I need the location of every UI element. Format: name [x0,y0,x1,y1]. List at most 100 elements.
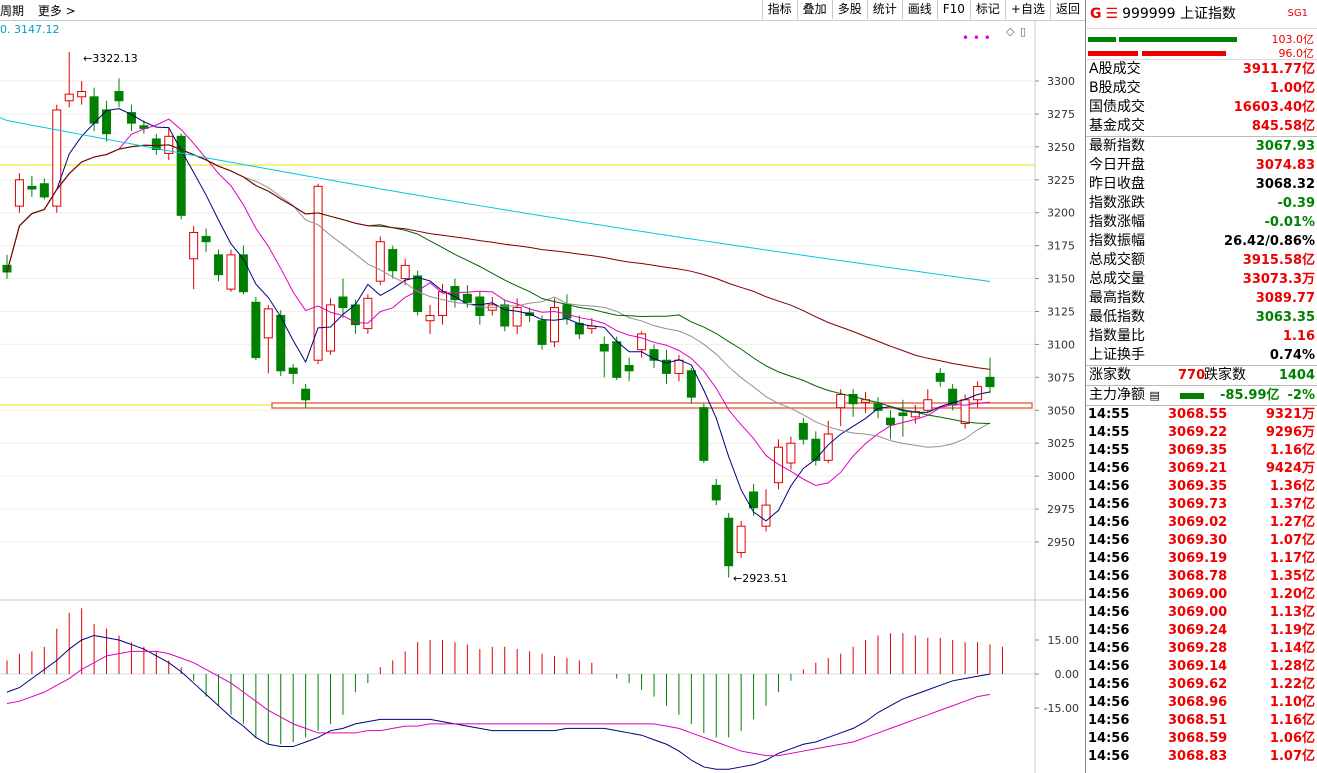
menu-icon[interactable]: ☰ [1105,6,1119,22]
macd-tick-label: 0.00 [1055,668,1080,681]
quote-panel: G ☰ 999999 上证指数 SG1 103.0亿 96.0亿 A股成交 3911.… [1085,0,1317,773]
tick-row: 14:56 3069.62 1.22亿 [1086,676,1317,694]
tick-price: 3069.22 [1168,425,1228,440]
stat-value: 33073.3万 [1242,272,1315,287]
candle-body [500,304,510,327]
tick-time: 14:56 [1088,749,1130,764]
toolbar-button-4[interactable]: 画线 [901,0,937,19]
candle-body [400,264,410,280]
stat-row: 指数振幅 26.42/0.86% [1086,232,1317,251]
candle-body [288,367,298,374]
kline-chart[interactable]: 3300 3275 3250 3225 3200 3175 3150 3125 3100 3075… [0,20,1085,773]
tick-price: 3068.55 [1168,407,1228,422]
tick-price: 3068.78 [1168,569,1228,584]
stat-value: 3067.93 [1255,139,1315,154]
macd-dea-line [6,650,991,757]
tick-price: 3069.62 [1168,677,1228,692]
period-button[interactable]: 周期 [0,4,25,18]
tick-price: 3069.30 [1168,533,1228,548]
toolbar-button-3[interactable]: 统计 [866,0,902,19]
tick-price: 3069.00 [1168,587,1228,602]
stat-row: 最新指数 3067.93 [1086,136,1317,156]
tick-list[interactable]: 14:55 3068.55 9321万 14:55 3069.22 9296万 14:55 3… [1086,405,1317,766]
dots-icon: • • • [962,31,991,45]
toolbar-button-0[interactable]: 指标 [761,0,797,19]
breadth-row: 涨家数 770 跌家数 1404 [1086,365,1317,385]
green-bar-2 [1119,37,1237,42]
stat-label: 总成交量 [1089,271,1145,287]
tick-row: 14:56 3069.14 1.28亿 [1086,658,1317,676]
macd-tick-label: 15.00 [1048,634,1080,647]
tick-volume: 1.28亿 [1269,659,1315,674]
stat-value: -0.01% [1264,215,1316,230]
list-icon[interactable]: ▤ [1149,389,1160,402]
tick-price: 3069.21 [1168,461,1228,476]
price-tick-label: 3100 [1047,338,1075,351]
candle-body [848,393,858,405]
stat-row: 总成交量 33073.3万 [1086,270,1317,289]
stat-row: 指数量比 1.16 [1086,327,1317,346]
up-count: 770 [1178,368,1206,383]
candle-body [375,241,385,282]
tick-volume: 1.27亿 [1269,515,1315,530]
candle-body [562,304,572,319]
stat-label: 指数振幅 [1089,233,1145,249]
candle-body [935,372,945,382]
support-band [271,402,1033,409]
stat-row: 基金成交 845.58亿 [1086,117,1317,136]
candle-body [301,388,311,401]
candle-body [649,349,659,361]
stat-label: 国债成交 [1089,99,1145,115]
candle-body [326,304,336,352]
tick-volume: 1.16亿 [1269,443,1315,458]
candle-body [238,254,248,293]
more-button[interactable]: 更多 > [37,4,76,18]
candle-body [674,359,684,374]
ma-readout: 0. 3147.12 [0,23,60,36]
candle-body [612,341,622,378]
tick-volume: 1.14亿 [1269,641,1315,656]
tick-volume: 1.36亿 [1269,479,1315,494]
toolbar-button-2[interactable]: 多股 [831,0,867,19]
stat-value: 3089.77 [1255,291,1315,306]
stat-value: 845.58亿 [1251,119,1315,134]
toolbar-button-8[interactable]: 返回 [1049,0,1085,19]
green-bar-1 [1088,37,1116,42]
toolbar-button-7[interactable]: +自选 [1004,0,1050,19]
stat-label: 最新指数 [1089,138,1145,154]
candle-body [425,314,435,322]
price-tick-label: 3050 [1047,404,1075,417]
stat-value: 3063.35 [1255,310,1315,325]
stat-row: 最高指数 3089.77 [1086,289,1317,308]
tick-row: 14:56 3069.73 1.37亿 [1086,496,1317,514]
ma120-line [0,117,991,283]
bar-value-2: 96.0亿 [1278,47,1315,60]
toolbar-button-6[interactable]: 标记 [969,0,1005,19]
candle-body [189,231,199,260]
price-tick-label: 3000 [1047,470,1075,483]
tick-time: 14:56 [1088,587,1130,602]
tick-row: 14:55 3069.22 9296万 [1086,424,1317,442]
toolbar-button-1[interactable]: 叠加 [796,0,832,19]
tick-time: 14:56 [1088,659,1130,674]
index-name: 上证指数 [1179,6,1236,22]
macd-tick-label: -15.00 [1044,702,1079,715]
toolbar-button-5[interactable]: F10 [936,0,970,19]
candle-body [462,293,472,303]
candle-body [350,304,360,326]
tick-price: 3068.83 [1168,749,1228,764]
tick-row: 14:56 3069.28 1.14亿 [1086,640,1317,658]
price-tick-label: 3125 [1047,306,1075,319]
tick-time: 14:56 [1088,479,1130,494]
stat-row: 总成交额 3915.58亿 [1086,251,1317,270]
candle-body [226,254,236,290]
candle-body [711,484,721,501]
group-icon[interactable]: G [1090,6,1102,22]
stat-value: 3074.83 [1255,158,1315,173]
tick-volume: 1.13亿 [1269,605,1315,620]
tick-time: 14:56 [1088,641,1130,656]
stat-value: 3068.32 [1255,177,1315,192]
tick-price: 3069.35 [1168,479,1228,494]
stat-value: 0.74% [1269,348,1315,363]
stat-row: 指数涨幅 -0.01% [1086,213,1317,232]
